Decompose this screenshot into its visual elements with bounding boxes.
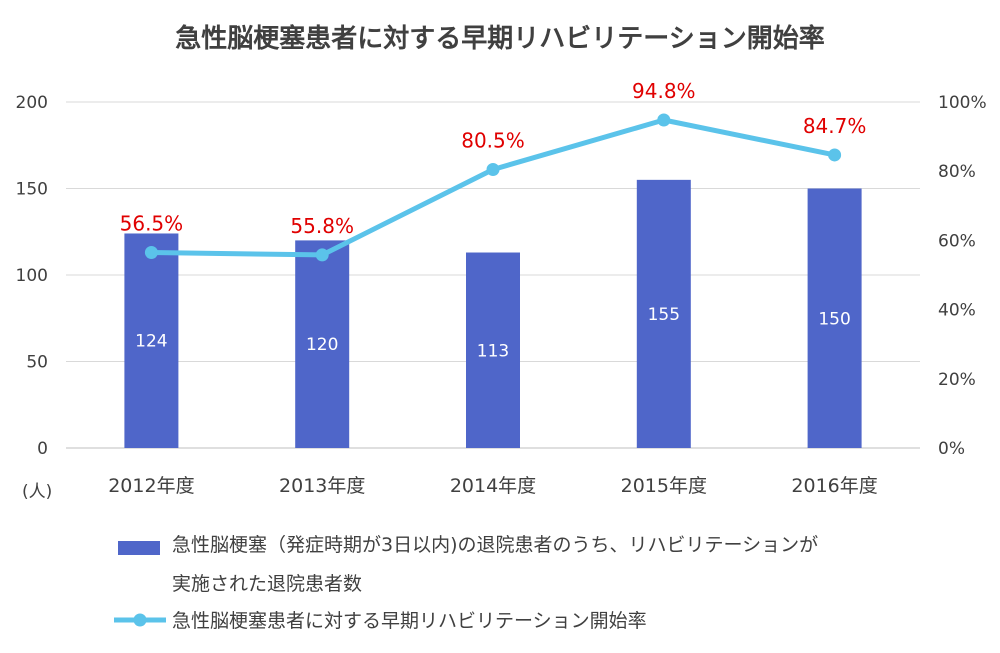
rate-value-label: 80.5%	[461, 128, 525, 152]
right-axis-tick-label: 0%	[938, 439, 965, 459]
right-axis-tick-label: 60%	[938, 231, 976, 251]
left-axis-unit: (人)	[22, 482, 53, 502]
category-label: 2014年度	[450, 475, 536, 497]
rate-point	[486, 162, 500, 176]
rate-value-label: 56.5%	[120, 212, 184, 236]
rate-point	[144, 246, 158, 260]
bar-value-label: 155	[648, 305, 680, 325]
rate-point	[828, 148, 842, 162]
bar-value-label: 120	[306, 335, 338, 355]
bar	[124, 233, 179, 448]
rate-value-label: 84.7%	[803, 114, 867, 138]
rate-point	[315, 248, 329, 262]
legend-bar-swatch	[118, 541, 160, 555]
legend-bar-label-line1: 急性脳梗塞（発症時期が3日以内)の退院患者のうち、リハビリテーションが	[172, 534, 819, 556]
bar	[636, 179, 691, 448]
legend-line-label: 急性脳梗塞患者に対する早期リハビリテーション開始率	[172, 610, 647, 632]
legend-line-swatch	[114, 613, 166, 627]
bar-value-label: 113	[477, 341, 509, 361]
bar-value-label: 150	[818, 309, 850, 329]
left-axis-tick-label: 50	[26, 353, 48, 373]
right-axis-tick-label: 100%	[938, 93, 987, 113]
bar-value-label: 124	[135, 332, 167, 352]
right-axis-tick-label: 40%	[938, 301, 976, 321]
right-axis-tick-label: 80%	[938, 162, 976, 182]
bar	[295, 240, 350, 448]
left-axis-tick-label: 200	[16, 93, 48, 113]
legend-bar-label-line2: 実施された退院患者数	[172, 573, 363, 595]
rate-value-label: 55.8%	[290, 214, 354, 238]
left-axis-tick-label: 0	[37, 439, 48, 459]
category-label: 2015年度	[621, 475, 707, 497]
bar	[807, 188, 862, 448]
category-label: 2016年度	[791, 475, 877, 497]
rate-value-label: 94.8%	[632, 79, 696, 103]
category-label: 2012年度	[108, 475, 194, 497]
category-label: 2013年度	[279, 475, 365, 497]
left-axis-tick-label: 150	[16, 180, 48, 200]
right-axis-tick-label: 20%	[938, 370, 976, 390]
rate-point	[657, 113, 671, 127]
bar	[466, 252, 520, 448]
left-axis-tick-label: 100	[16, 266, 48, 286]
chart-title: 急性脳梗塞患者に対する早期リハビリテーション開始率	[175, 24, 825, 54]
